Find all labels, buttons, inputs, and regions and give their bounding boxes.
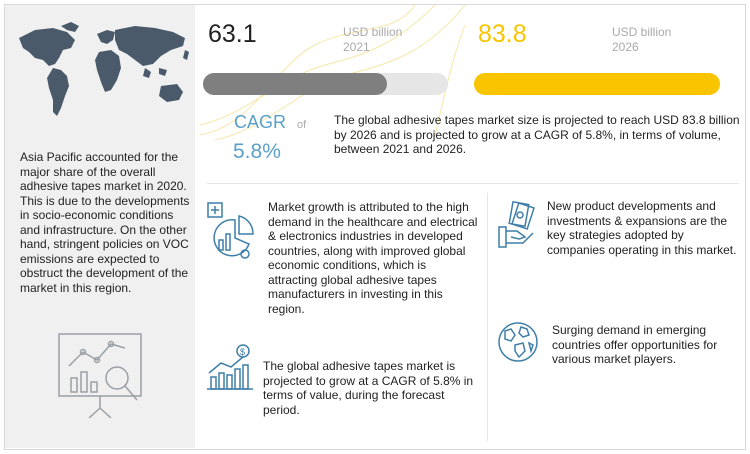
market-2021-unit: USD billion 2021: [343, 25, 403, 54]
bar-2021-fill: [203, 73, 388, 95]
cagr-label: CAGR: [234, 112, 287, 132]
analysis-board-icon: [58, 333, 142, 419]
bar-2021: [203, 73, 448, 95]
world-map-icon: [19, 22, 189, 116]
point-strategies: New product developments and investments…: [547, 199, 737, 257]
healthcare-chart-icon: [207, 202, 254, 259]
market-summary: The global adhesive tapes market size is…: [334, 113, 740, 156]
globe-icon: [498, 322, 538, 362]
cagr-of: of: [297, 119, 307, 131]
point-opportunities: Surging demand in emerging countries off…: [552, 323, 718, 366]
region-description: Asia Pacific accounted for the major sha…: [20, 150, 190, 295]
sidebar: Asia Pacific accounted for the major sha…: [5, 5, 195, 448]
bar-2026-fill: [474, 73, 720, 95]
divider-horizontal: [207, 183, 739, 184]
market-2021-value: 63.1: [208, 20, 257, 48]
bar-2026: [474, 73, 720, 95]
point-cagr-value: The global adhesive tapes market is proj…: [263, 359, 474, 417]
point-healthcare: Market growth is attributed to the high …: [268, 200, 478, 316]
investment-hand-icon: [498, 201, 535, 248]
growth-bars-dollar-icon: $: [207, 344, 253, 390]
cagr-value: 5.8%: [233, 140, 281, 163]
svg-text:$: $: [240, 347, 245, 357]
market-2026-unit: USD billion 2026: [612, 25, 672, 54]
divider-vertical: [487, 193, 488, 441]
market-2026-value: 83.8: [478, 20, 527, 48]
